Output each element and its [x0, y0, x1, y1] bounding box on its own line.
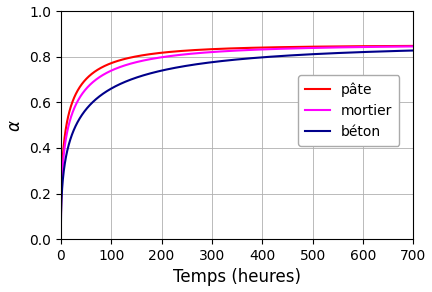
mortier [194, 52, 199, 55]
mortier [411, 45, 416, 48]
Y-axis label: α: α [6, 120, 24, 131]
Line: pâte: pâte [61, 46, 413, 232]
mortier [119, 65, 124, 68]
béton [194, 62, 199, 66]
Line: béton: béton [61, 51, 413, 234]
mortier [404, 45, 409, 48]
béton [209, 60, 214, 64]
béton [58, 232, 64, 236]
pâte [58, 230, 64, 234]
béton [119, 81, 124, 85]
Legend: pâte, mortier, béton: pâte, mortier, béton [298, 75, 399, 145]
pâte [411, 44, 416, 48]
pâte [366, 44, 371, 48]
béton [411, 49, 416, 52]
pâte [404, 44, 409, 48]
mortier [366, 45, 371, 49]
béton [404, 49, 409, 53]
pâte [119, 58, 124, 61]
mortier [58, 231, 64, 234]
pâte [98, 66, 104, 69]
mortier [98, 74, 104, 78]
béton [366, 50, 371, 54]
X-axis label: Temps (heures): Temps (heures) [173, 268, 301, 286]
pâte [209, 47, 214, 51]
Line: mortier: mortier [61, 46, 413, 233]
mortier [209, 50, 214, 54]
pâte [194, 48, 199, 52]
béton [98, 93, 104, 97]
